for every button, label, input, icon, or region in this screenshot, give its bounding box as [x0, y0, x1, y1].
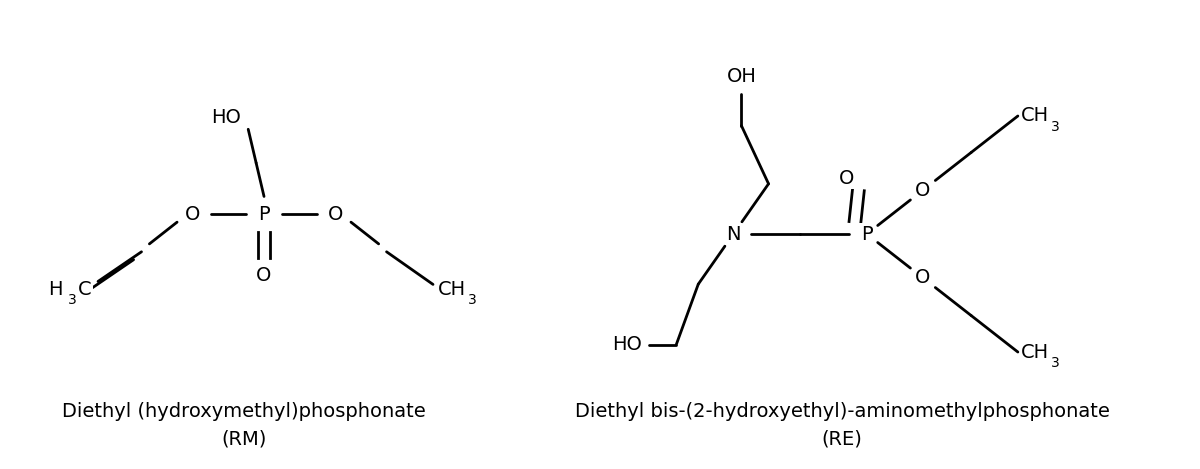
Text: (RM): (RM) [222, 429, 266, 448]
Text: H: H [49, 280, 64, 299]
Text: Diethyl (hydroxymethyl)phosphonate: Diethyl (hydroxymethyl)phosphonate [62, 402, 426, 421]
Text: CH: CH [1021, 106, 1049, 126]
Text: O: O [257, 266, 271, 285]
Text: CH: CH [438, 280, 466, 299]
Text: CH: CH [1021, 342, 1049, 362]
Text: OH: OH [726, 67, 756, 86]
Text: O: O [185, 205, 200, 224]
Text: (RE): (RE) [822, 429, 863, 448]
Text: Diethyl bis-(2-hydroxyethyl)-aminomethylphosphonate: Diethyl bis-(2-hydroxyethyl)-aminomethyl… [575, 402, 1110, 421]
Text: N: N [726, 225, 740, 243]
Text: O: O [839, 169, 854, 188]
Text: 3: 3 [1050, 120, 1060, 134]
Text: P: P [860, 225, 872, 243]
Text: 3: 3 [468, 293, 476, 307]
Text: 3: 3 [1050, 356, 1060, 370]
Text: P: P [258, 205, 270, 224]
Text: C: C [78, 280, 92, 299]
Text: O: O [328, 205, 343, 224]
Text: 3: 3 [68, 293, 77, 307]
Text: HO: HO [612, 335, 642, 354]
Text: HO: HO [211, 108, 241, 127]
Text: O: O [916, 268, 930, 287]
Text: O: O [916, 181, 930, 200]
